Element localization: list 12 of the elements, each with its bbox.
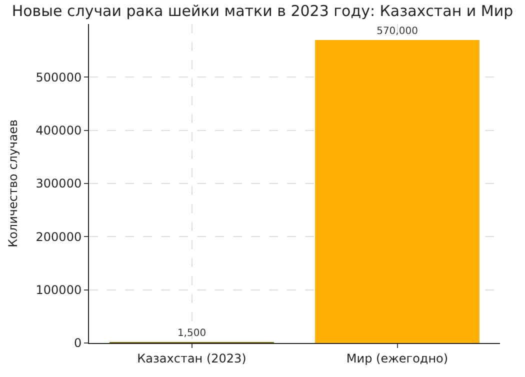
y-tick-label: 100000 (36, 283, 82, 298)
y-tick-label: 0 (74, 336, 82, 350)
y-tick-label: 400000 (36, 124, 82, 138)
data-label: 570,000 (376, 26, 418, 37)
x-tick-label: Казахстан (2023) (137, 351, 246, 366)
y-tick-label: 200000 (36, 230, 82, 244)
y-tick-label: 500000 (36, 70, 82, 84)
data-label: 1,500 (177, 328, 206, 339)
chart-title: Новые случаи рака шейки матки в 2023 году: Казахстан и Мир (12, 2, 514, 20)
y-axis-title: Количество случаев (6, 120, 20, 248)
y-tick-label: 300000 (36, 176, 82, 191)
x-tick-label: Мир (ежегодно) (346, 351, 448, 366)
